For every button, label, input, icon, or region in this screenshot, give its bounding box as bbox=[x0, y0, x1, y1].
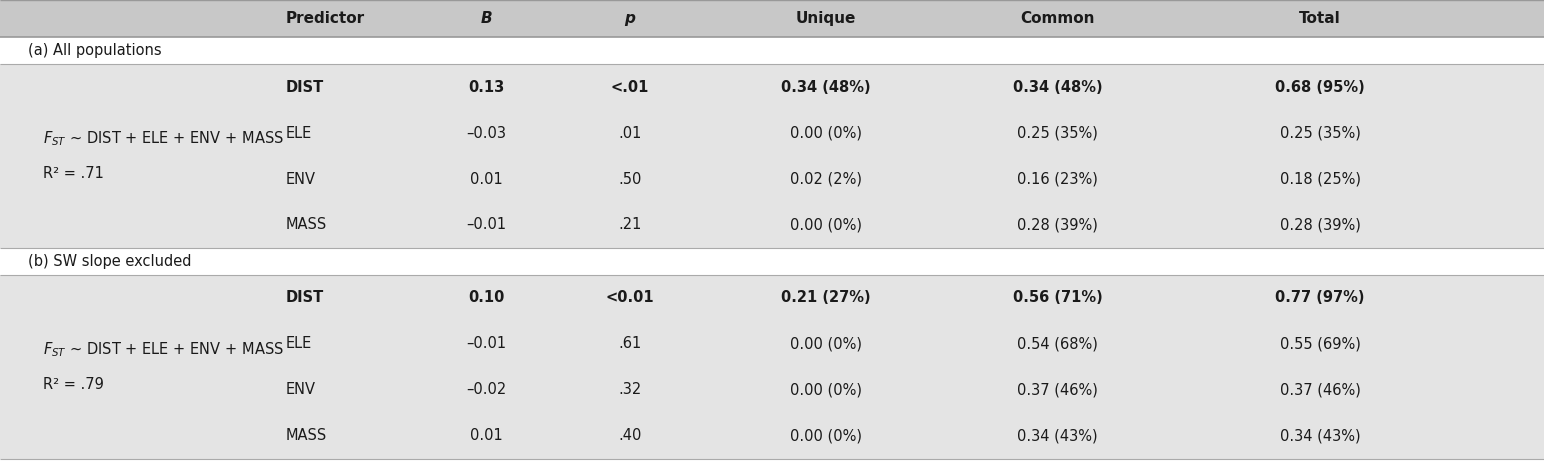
Text: $F_{ST}$ ~ DIST + ELE + ENV + MASS: $F_{ST}$ ~ DIST + ELE + ENV + MASS bbox=[43, 129, 284, 148]
Text: 0.00 (0%): 0.00 (0%) bbox=[791, 383, 862, 398]
Text: 0.16 (23%): 0.16 (23%) bbox=[1017, 172, 1098, 186]
Text: .32: .32 bbox=[618, 383, 642, 398]
Text: –0.01: –0.01 bbox=[466, 218, 506, 232]
Text: –0.03: –0.03 bbox=[466, 126, 506, 140]
Text: (b) SW slope excluded: (b) SW slope excluded bbox=[28, 254, 191, 269]
Text: ELE: ELE bbox=[286, 337, 312, 352]
Text: –0.02: –0.02 bbox=[466, 383, 506, 398]
Text: <0.01: <0.01 bbox=[605, 291, 655, 306]
Text: 0.54 (68%): 0.54 (68%) bbox=[1017, 337, 1098, 352]
Text: 0.25 (35%): 0.25 (35%) bbox=[1017, 126, 1098, 140]
Text: $F_{ST}$ ~ DIST + ELE + ENV + MASS: $F_{ST}$ ~ DIST + ELE + ENV + MASS bbox=[43, 340, 284, 359]
Text: –0.01: –0.01 bbox=[466, 337, 506, 352]
Bar bbox=[0, 37, 1544, 64]
Text: 0.00 (0%): 0.00 (0%) bbox=[791, 126, 862, 140]
Text: 0.18 (25%): 0.18 (25%) bbox=[1280, 172, 1360, 186]
Text: 0.02 (2%): 0.02 (2%) bbox=[791, 172, 862, 186]
Text: 0.21 (27%): 0.21 (27%) bbox=[781, 291, 871, 306]
Text: 0.77 (97%): 0.77 (97%) bbox=[1275, 291, 1365, 306]
Text: 0.13: 0.13 bbox=[468, 80, 505, 94]
Text: R² = .71: R² = .71 bbox=[43, 166, 103, 181]
Text: R² = .79: R² = .79 bbox=[43, 377, 103, 392]
Text: 0.37 (46%): 0.37 (46%) bbox=[1280, 383, 1360, 398]
Text: 0.25 (35%): 0.25 (35%) bbox=[1280, 126, 1360, 140]
Text: 0.34 (48%): 0.34 (48%) bbox=[781, 80, 871, 94]
Text: 0.55 (69%): 0.55 (69%) bbox=[1280, 337, 1360, 352]
Text: 0.37 (46%): 0.37 (46%) bbox=[1017, 383, 1098, 398]
Bar bbox=[0, 64, 1544, 248]
Text: 0.34 (48%): 0.34 (48%) bbox=[1013, 80, 1102, 94]
Text: ENV: ENV bbox=[286, 172, 315, 186]
Text: 0.00 (0%): 0.00 (0%) bbox=[791, 429, 862, 444]
Text: ELE: ELE bbox=[286, 126, 312, 140]
Text: 0.28 (39%): 0.28 (39%) bbox=[1017, 218, 1098, 232]
Text: .61: .61 bbox=[618, 337, 642, 352]
Text: .21: .21 bbox=[618, 218, 642, 232]
Text: DIST: DIST bbox=[286, 80, 324, 94]
Text: B: B bbox=[480, 11, 493, 26]
Text: Predictor: Predictor bbox=[286, 11, 364, 26]
Text: p: p bbox=[624, 11, 636, 26]
Text: MASS: MASS bbox=[286, 218, 327, 232]
Text: ENV: ENV bbox=[286, 383, 315, 398]
Text: DIST: DIST bbox=[286, 291, 324, 306]
Text: <.01: <.01 bbox=[611, 80, 648, 94]
Text: (a) All populations: (a) All populations bbox=[28, 43, 162, 58]
Bar bbox=[0, 0, 1544, 37]
Bar bbox=[0, 275, 1544, 459]
Text: 0.68 (95%): 0.68 (95%) bbox=[1275, 80, 1365, 94]
Text: 0.34 (43%): 0.34 (43%) bbox=[1280, 429, 1360, 444]
Text: .01: .01 bbox=[618, 126, 642, 140]
Text: 0.10: 0.10 bbox=[468, 291, 505, 306]
Text: 0.28 (39%): 0.28 (39%) bbox=[1280, 218, 1360, 232]
Text: 0.00 (0%): 0.00 (0%) bbox=[791, 218, 862, 232]
Text: Unique: Unique bbox=[795, 11, 857, 26]
Text: 0.00 (0%): 0.00 (0%) bbox=[791, 337, 862, 352]
Text: MASS: MASS bbox=[286, 429, 327, 444]
Text: 0.01: 0.01 bbox=[469, 429, 503, 444]
Text: Total: Total bbox=[1299, 11, 1342, 26]
Text: .40: .40 bbox=[618, 429, 642, 444]
Text: 0.34 (43%): 0.34 (43%) bbox=[1017, 429, 1098, 444]
Text: .50: .50 bbox=[618, 172, 642, 186]
Text: 0.01: 0.01 bbox=[469, 172, 503, 186]
Text: Common: Common bbox=[1021, 11, 1095, 26]
Bar bbox=[0, 248, 1544, 275]
Text: 0.56 (71%): 0.56 (71%) bbox=[1013, 291, 1102, 306]
